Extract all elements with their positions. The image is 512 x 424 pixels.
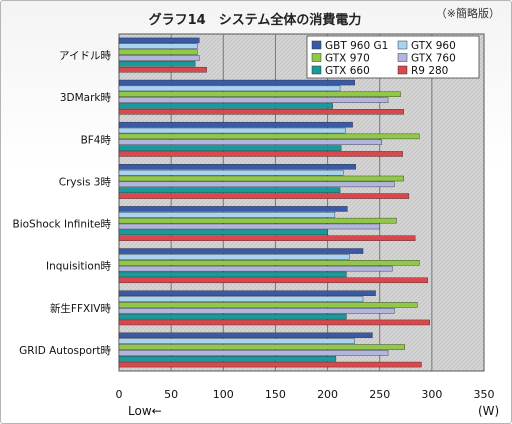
- direction-label: Low←: [128, 404, 162, 418]
- bar-4-3: [118, 223, 380, 230]
- bar-3-5: [118, 193, 410, 199]
- bar-1-2: [118, 91, 401, 97]
- category-labels: アイドル時 3DMark時 BF4時 Crysis 3時 BioShock Infini…: [13, 50, 112, 357]
- bar-7-4: [118, 355, 337, 362]
- legend-label-3: GTX 760: [411, 53, 456, 65]
- bar-0-0: [118, 37, 200, 44]
- bar-2-2: [118, 133, 420, 140]
- bar-0-2: [118, 49, 198, 55]
- bar-5-0: [118, 248, 364, 254]
- bar-2-3: [118, 139, 382, 145]
- category-label-1: 3DMark時: [60, 92, 112, 104]
- category-label-3: Crysis 3時: [59, 176, 112, 188]
- bar-5-2: [118, 260, 420, 266]
- bar-2-5: [118, 151, 403, 157]
- bar-7-5: [118, 361, 422, 368]
- x-unit-label: (W): [478, 404, 499, 418]
- bar-5-3: [118, 265, 393, 272]
- legend-swatch-1: [397, 40, 408, 50]
- bar-5-4: [118, 271, 347, 278]
- bar-6-5: [118, 319, 430, 326]
- bar-3-3: [118, 181, 395, 188]
- bar-7-2: [118, 344, 405, 350]
- legend-label-0: GBT 960 G1: [325, 40, 388, 52]
- legend-swatch-3: [397, 53, 408, 62]
- category-label-0: アイドル時: [59, 50, 111, 62]
- legend-label-5: R9 280: [411, 65, 448, 77]
- tick-label-1: 50: [164, 388, 178, 401]
- bar-0-5: [118, 66, 207, 73]
- bars: [118, 37, 430, 368]
- tick-label-5: 250: [369, 388, 390, 401]
- legend-swatch-4: [311, 65, 322, 75]
- bar-4-0: [118, 206, 348, 212]
- bar-1-0: [118, 79, 355, 86]
- bar-4-2: [118, 217, 397, 224]
- bar-2-0: [118, 121, 353, 128]
- bar-7-3: [118, 350, 389, 356]
- bar-6-4: [118, 313, 347, 320]
- legend-swatch-2: [311, 53, 322, 62]
- bar-0-1: [118, 43, 198, 50]
- legend-label-2: GTX 970: [325, 53, 370, 65]
- bar-4-5: [118, 235, 416, 241]
- legend-label-1: GTX 960: [411, 40, 456, 52]
- category-label-5: Inquisition時: [46, 261, 111, 273]
- bar-6-2: [118, 302, 418, 308]
- x-axis-ticks: 0 50 100 150 200 250 300 350: [116, 388, 495, 401]
- chart-note: （※簡略版）: [436, 6, 500, 20]
- category-label-4: BioShock Infinite時: [13, 219, 112, 231]
- category-label-2: BF4時: [81, 134, 112, 146]
- bar-1-3: [118, 97, 389, 103]
- legend-box: [306, 35, 480, 79]
- tick-label-3: 150: [265, 388, 286, 401]
- bar-0-3: [118, 55, 200, 61]
- legend: GBT 960 G1 GTX 960 GTX 970 GTX 760 GTX 660 R9…: [306, 35, 480, 79]
- bar-6-3: [118, 308, 395, 314]
- bar-4-4: [118, 229, 328, 236]
- tick-label-7: 350: [474, 388, 495, 401]
- chart-title: グラフ14 システム全体の消費電力: [149, 12, 362, 28]
- bar-1-5: [118, 109, 404, 115]
- bar-1-4: [118, 103, 333, 109]
- legend-swatch-5: [397, 65, 408, 75]
- bar-0-4: [118, 61, 196, 67]
- bar-6-1: [118, 296, 364, 302]
- bar-3-0: [118, 164, 356, 170]
- category-label-6: 新生FFXIV時: [50, 302, 112, 315]
- tick-label-6: 300: [421, 388, 442, 401]
- legend-swatch-0: [311, 40, 322, 50]
- bar-3-1: [118, 169, 344, 176]
- tick-label-2: 100: [213, 388, 234, 401]
- bar-5-5: [118, 277, 428, 284]
- bar-6-0: [118, 290, 376, 296]
- bar-2-4: [118, 145, 342, 151]
- bar-1-1: [118, 85, 341, 92]
- bar-2-1: [118, 127, 346, 134]
- bar-3-2: [118, 175, 404, 182]
- tick-label-0: 0: [116, 388, 123, 401]
- bar-5-1: [118, 254, 350, 260]
- category-label-7: GRID Autosport時: [19, 345, 111, 357]
- legend-label-4: GTX 660: [325, 65, 370, 77]
- bar-4-1: [118, 212, 336, 218]
- bar-7-1: [118, 338, 355, 344]
- bar-3-4: [118, 187, 341, 193]
- tick-label-4: 200: [317, 388, 338, 401]
- bar-7-0: [118, 332, 373, 339]
